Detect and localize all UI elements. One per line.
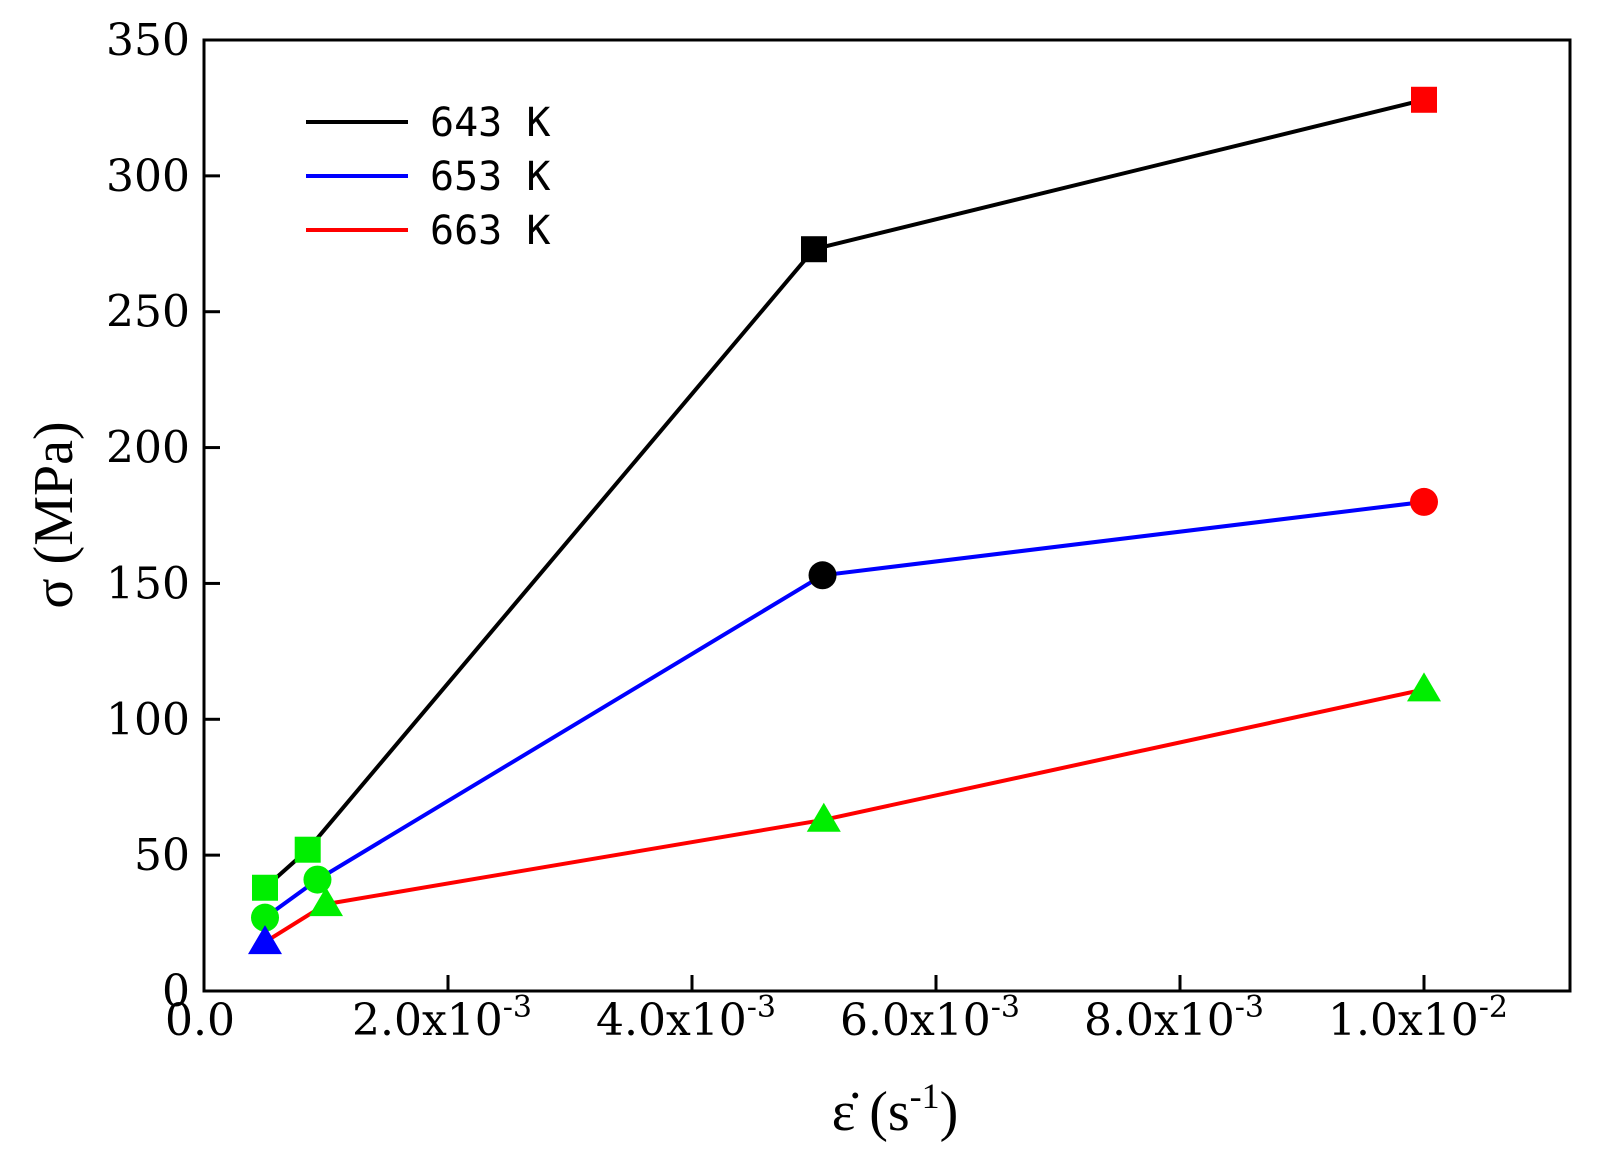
marker-653-k — [251, 903, 279, 932]
marker-653-k — [303, 865, 332, 894]
y-tick-label: 200 — [106, 423, 190, 474]
y-tick-label: 300 — [106, 151, 190, 202]
x-tick-label: 2.0x10-3 — [352, 990, 532, 1046]
y-tick-label: 50 — [134, 830, 190, 881]
legend: 643 K 653 K 663 K — [306, 100, 550, 254]
marker-663-k — [1407, 672, 1441, 702]
y-axis: 0 50 100 150 200 250 300 350 — [106, 15, 220, 1017]
marker-663-k — [806, 802, 841, 832]
marker-643-k — [1411, 86, 1437, 113]
x-axis-title: ε̇ (s-1) — [832, 1076, 959, 1143]
series-line-663-k — [263, 687, 1425, 944]
x-axis-title-main: ε̇ (s — [832, 1081, 910, 1143]
plot-border — [202, 38, 1572, 993]
marker-653-k — [808, 561, 837, 590]
y-tick-label: 100 — [106, 694, 190, 745]
x-axis-title-tail: ) — [940, 1081, 959, 1143]
series-lines — [263, 97, 1425, 944]
x-tick-label: 6.0x10-3 — [840, 990, 1020, 1046]
y-tick-label: 150 — [106, 558, 190, 609]
marker-663-k — [309, 887, 343, 917]
series-line-643-k — [263, 97, 1425, 890]
marker-663-k — [248, 925, 282, 955]
series-markers — [248, 86, 1441, 955]
y-tick-label: 0 — [162, 966, 190, 1017]
x-axis: 0.0 2.0x10-3 4.0x10-3 6.0x10-3 8.0x10-3 1.0x1… — [165, 975, 1508, 1046]
y-tick-label: 250 — [106, 287, 190, 338]
legend-label: 663 K — [430, 208, 550, 254]
marker-643-k — [252, 874, 278, 901]
marker-643-k — [294, 836, 321, 863]
legend-label: 643 K — [430, 100, 550, 146]
x-tick-label: 4.0x10-3 — [596, 990, 776, 1046]
legend-label: 653 K — [430, 154, 550, 200]
y-tick-label: 350 — [106, 15, 190, 66]
y-axis-title: σ (MPa) — [23, 421, 85, 608]
plot-area — [202, 38, 1572, 993]
marker-653-k — [1410, 487, 1438, 516]
x-tick-label: 0.0 — [165, 995, 235, 1046]
x-axis-title-sup: -1 — [910, 1076, 940, 1116]
series-line-653-k — [263, 499, 1425, 920]
x-tick-label: 1.0x10-2 — [1328, 990, 1508, 1046]
x-tick-label: 8.0x10-3 — [1084, 990, 1264, 1046]
marker-643-k — [801, 236, 827, 263]
